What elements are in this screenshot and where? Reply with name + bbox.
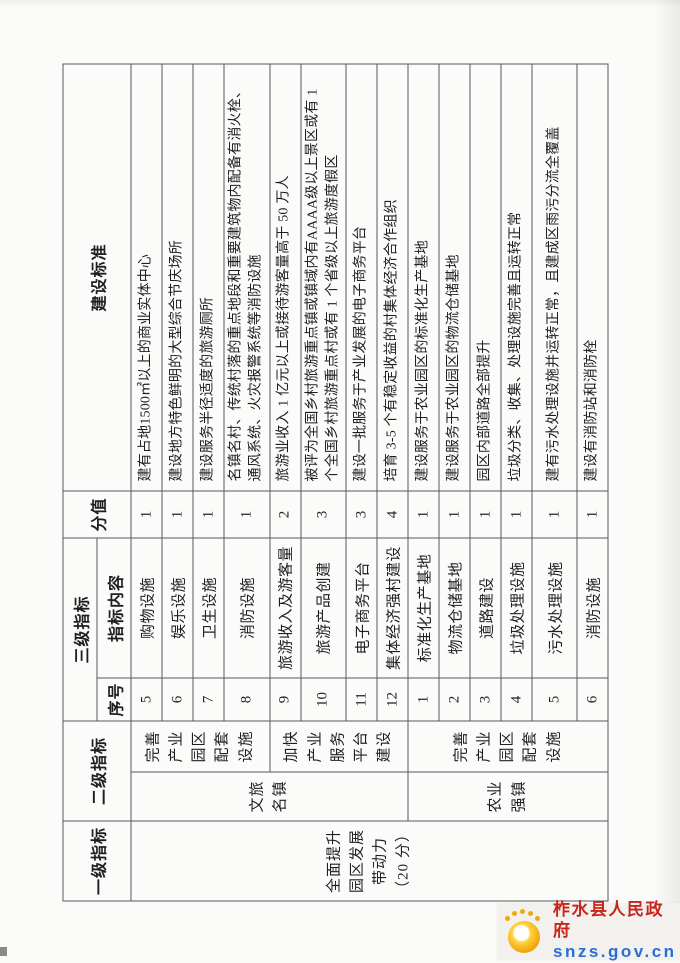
cell-serial: 6 [576,677,608,721]
cell-standard: 建设服务于农业园区的标准化生产基地 [407,63,439,491]
table-row: 农业 强镇 完善 产业 园区 配套 设施 1 标准化生产基地 1 建设服务于农业园区的标准… [407,63,608,900]
cell-serial: 8 [223,677,270,721]
table-row: 全面提升 园区发展 带动力 （20 分） 文旅 名镇 完善 产业 园区 配套 设施 5… [130,63,608,901]
cell-standard: 名镇名村、传统村落的重点地段和重要建筑物内配备有消火栓、通风系统、火灾报警系统等… [223,63,270,491]
table-header: 一级指标 二级指标 三级指标 分值 建设标准 序号 指标内容 [62,63,131,901]
cell-content: 电子商务平台 [345,537,377,678]
cell-score: 1 [500,490,532,538]
cell-score: 1 [469,490,501,538]
cell-serial: 6 [161,677,193,721]
cell-level2: 农业 强镇 [407,771,608,821]
cell-content: 污水处理设施 [531,537,577,678]
cell-standard: 建有占地1500㎡以上的商业实体中心 [130,63,162,491]
col-header-level2: 二级指标 [62,720,131,821]
cell-serial: 4 [500,677,532,721]
col-header-standard: 建设标准 [62,63,131,491]
cell-score: 3 [300,490,346,538]
cell-level1: 全面提升 园区发展 带动力 （20 分） [130,820,608,901]
cell-level2: 文旅 名镇 [130,771,408,821]
cell-standard: 建设地方特色鲜明的大型综合节庆场所 [161,63,193,491]
government-url: snzs.gov.cn [553,942,677,962]
cell-score: 1 [223,490,270,538]
cell-standard: 垃圾分类、收集、处理设施完善且运转正常 [500,63,532,491]
table-body: 全面提升 园区发展 带动力 （20 分） 文旅 名镇 完善 产业 园区 配套 设施 5… [130,63,608,901]
cell-score: 1 [576,490,608,538]
cell-serial: 11 [345,677,377,721]
cell-serial: 5 [130,677,162,721]
cell-score: 4 [376,490,408,538]
cell-standard: 建设服务半径适度的旅游厕所 [192,63,224,491]
cell-score: 1 [531,490,577,538]
cell-content: 旅游产品创建 [300,537,346,678]
cell-content: 旅游收入及游客量 [269,537,301,678]
scan-edge-shading [654,0,680,960]
cell-standard: 建设服务于农业园区的物流仓储基地 [438,63,470,491]
cell-score: 1 [161,490,193,538]
cell-serial: 7 [192,677,224,721]
government-watermark: 柞水县人民政府 snzs.gov.cn [497,900,680,962]
cell-serial: 12 [376,677,408,721]
cell-content: 道路建设 [469,537,501,678]
cell-content: 娱乐设施 [161,537,193,678]
cell-group: 完善 产业 园区 配套 设施 [130,720,270,772]
cell-score: 1 [192,490,224,538]
cell-serial: 5 [531,677,577,721]
cell-serial: 10 [300,677,346,721]
government-name: 柞水县人民政府 [553,900,664,940]
scan-top-shading [0,0,680,8]
cell-standard: 培育 3-5 个有稳定收益的村集体经济合作组织 [376,63,408,491]
cell-content: 购物设施 [130,537,162,678]
scan-speck [0,947,7,956]
cell-group: 加快 产业 服务 平台 建设 [269,720,408,772]
cell-content: 集体经济强村建设 [376,537,408,678]
cell-content: 标准化生产基地 [407,537,439,678]
cell-content: 消防设施 [223,537,270,678]
rotated-table-container: 一级指标 二级指标 三级指标 分值 建设标准 序号 指标内容 全面提升 园区发展… [62,63,608,901]
cell-standard: 建设一批服务于产业发展的电子商务平台 [345,63,377,491]
indicator-table: 一级指标 二级指标 三级指标 分值 建设标准 序号 指标内容 全面提升 园区发展… [62,63,608,901]
cell-content: 消防设施 [576,537,608,678]
cell-serial: 3 [469,677,501,721]
cell-serial: 9 [269,677,301,721]
cell-standard: 园区内部道路全部提升 [469,63,501,491]
cell-standard: 建设有消防站和消防栓 [576,63,608,491]
cell-group: 完善 产业 园区 配套 设施 [407,720,608,772]
cell-standard: 被评为全国乡村旅游重点镇或镇域内有AAAA级以上景区或有 1 个全国乡村旅游重点… [300,63,346,491]
cell-score: 3 [345,490,377,538]
cell-score: 1 [407,490,439,538]
col-header-score: 分值 [62,490,131,538]
cell-standard: 建有污水处理设施并运转正常，且建成区雨污分流全覆盖 [531,63,577,491]
col-header-level1: 一级指标 [62,820,131,901]
cell-score: 2 [269,490,301,538]
paw-logo-icon [501,907,547,957]
cell-serial: 1 [407,677,439,721]
cell-score: 1 [438,490,470,538]
cell-standard: 旅游业收入 1 亿元以上或接待游客量高于 50 万人 [269,63,301,491]
cell-content: 垃圾处理设施 [500,537,532,678]
col-header-serial: 序号 [96,677,131,721]
col-header-content: 指标内容 [96,537,131,678]
cell-serial: 2 [438,677,470,721]
cell-content: 物流仓储基地 [438,537,470,678]
col-header-level3: 三级指标 [62,537,97,721]
cell-score: 1 [130,490,162,538]
cell-content: 卫生设施 [192,537,224,678]
